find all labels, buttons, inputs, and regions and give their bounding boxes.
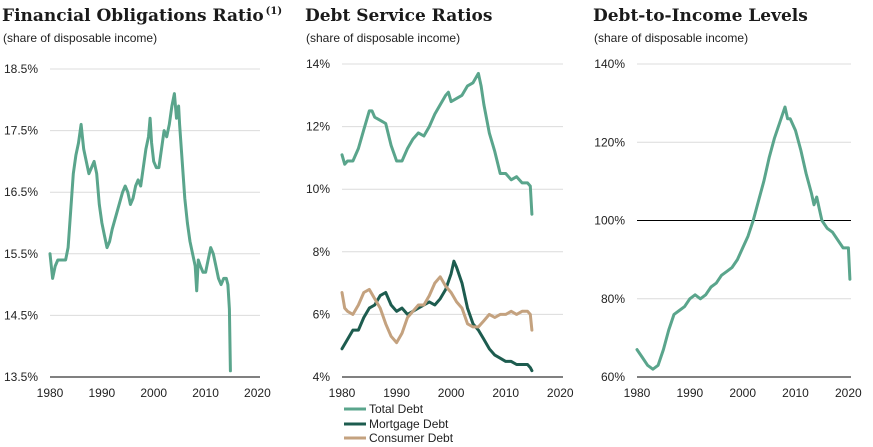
y-tick-label: 14.5%: [4, 308, 38, 322]
x-tick-label: 2010: [492, 386, 519, 400]
y-tick-label: 12%: [306, 120, 330, 134]
debt-service-chart: Debt Service Ratios (share of disposable…: [305, 6, 574, 445]
series-line-debt-to-income: [635, 105, 852, 371]
y-tick-label: 17.5%: [4, 124, 38, 138]
y-tick-label: 4%: [313, 370, 331, 384]
x-tick-label: 2020: [244, 386, 271, 400]
x-tick-label: 1980: [37, 386, 64, 400]
y-tick-label: 100%: [594, 214, 625, 228]
legend-label-total: Total Debt: [369, 402, 424, 416]
chart-subtitle: (share of disposable income): [594, 31, 748, 45]
x-tick-label: 2000: [438, 386, 465, 400]
series-line-total-debt: [340, 71, 534, 216]
x-tick-label: 2020: [835, 386, 862, 400]
chart-title: Debt-to-Income Levels: [593, 6, 808, 26]
x-tick-label: 2010: [782, 386, 809, 400]
chart-title: Financial Obligations Ratio (1): [2, 6, 282, 26]
series-line-consumer-debt: [340, 275, 534, 345]
chart-subtitle: (share of disposable income): [3, 31, 157, 45]
financial-obligations-chart: Financial Obligations Ratio (1) (share of…: [2, 6, 282, 400]
x-tick-label: 2000: [140, 386, 167, 400]
series-line-mortgage-debt: [340, 259, 534, 373]
x-tick-label: 2020: [547, 386, 574, 400]
y-tick-label: 120%: [594, 135, 625, 149]
y-tick-label: 140%: [594, 57, 625, 71]
chart-legend: Total Debt Mortgage Debt Consumer Debt: [344, 402, 454, 445]
y-tick-label: 10%: [306, 182, 330, 196]
y-tick-label: 80%: [601, 292, 625, 306]
y-tick-label: 15.5%: [4, 247, 38, 261]
chart-subtitle: (share of disposable income): [306, 31, 460, 45]
x-tick-label: 1980: [624, 386, 651, 400]
y-tick-label: 8%: [313, 245, 331, 259]
x-tick-label: 1980: [329, 386, 356, 400]
series-line-financial-obligations-ratio: [48, 92, 232, 373]
legend-label-mortgage: Mortgage Debt: [369, 417, 449, 431]
x-tick-label: 2000: [729, 386, 756, 400]
x-tick-label: 2010: [192, 386, 219, 400]
x-tick-label: 1990: [383, 386, 410, 400]
x-tick-label: 1990: [89, 386, 116, 400]
debt-to-income-chart: Debt-to-Income Levels (share of disposab…: [593, 6, 862, 400]
x-tick-label: 1990: [676, 386, 703, 400]
y-tick-label: 13.5%: [4, 370, 38, 384]
y-tick-label: 6%: [313, 307, 331, 321]
y-tick-label: 18.5%: [4, 62, 38, 76]
y-tick-label: 60%: [601, 370, 625, 384]
y-tick-label: 16.5%: [4, 185, 38, 199]
chart-title: Debt Service Ratios: [305, 6, 492, 26]
legend-label-consumer: Consumer Debt: [369, 431, 454, 445]
y-tick-label: 14%: [306, 57, 330, 71]
